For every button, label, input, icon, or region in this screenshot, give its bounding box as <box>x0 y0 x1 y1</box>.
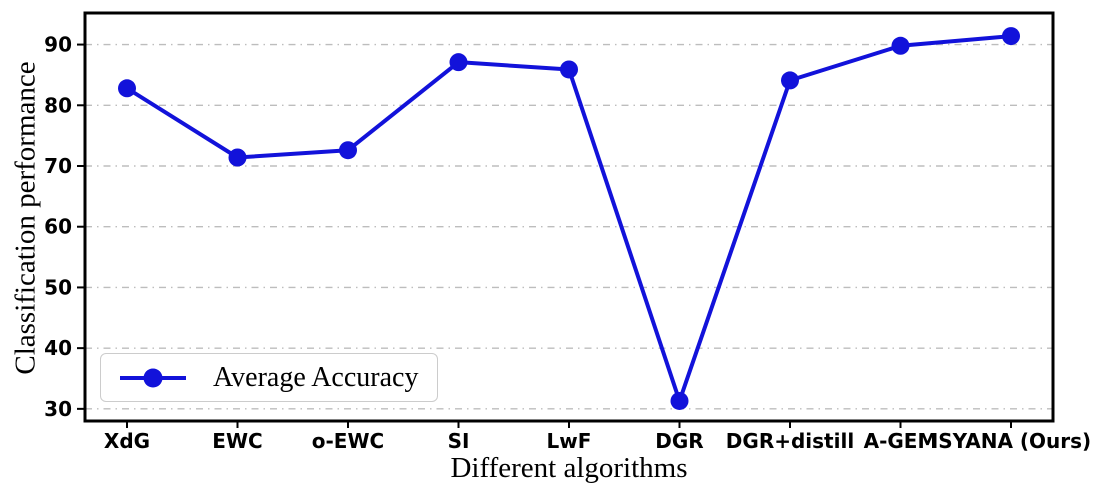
data-point-marker <box>781 71 799 90</box>
x-tick-label: DGR <box>655 429 703 453</box>
data-point-marker <box>1002 27 1020 46</box>
data-point-marker <box>891 36 910 55</box>
legend-line-marker-icon <box>120 368 186 387</box>
x-tick-label: XdG <box>104 429 150 453</box>
legend-label: Average Accuracy <box>213 361 419 393</box>
y-axis-label: Classification performance <box>9 61 42 375</box>
y-tick-label: 60 <box>44 215 72 239</box>
data-point-marker <box>670 391 689 410</box>
data-point-marker <box>449 53 468 72</box>
plot-frame <box>83 11 1055 423</box>
data-point-marker <box>228 148 247 167</box>
y-tick-label: 40 <box>44 336 72 360</box>
x-tick-label: EWC <box>212 429 262 453</box>
y-tick-label: 70 <box>44 154 72 178</box>
y-tick-label: 90 <box>44 33 72 57</box>
x-tick-label: A-GEM <box>864 429 938 453</box>
x-tick-label: o-EWC <box>312 429 384 453</box>
data-point-marker <box>339 141 357 160</box>
y-tick-label: 50 <box>44 275 72 299</box>
y-tick-label: 30 <box>44 397 72 421</box>
data-point-marker <box>560 60 578 79</box>
legend: Average Accuracy <box>100 353 438 402</box>
x-tick-label: LwF <box>547 429 592 453</box>
y-tick-label: 80 <box>44 93 72 117</box>
data-point-marker <box>118 79 136 98</box>
series-line <box>125 34 1012 403</box>
x-tick-label: SI <box>448 429 470 453</box>
x-axis-label: Different algorithms <box>450 452 688 484</box>
x-tick-label: DGR+distill <box>726 429 854 453</box>
x-tick-label: ISYANA (Ours) <box>931 429 1091 453</box>
